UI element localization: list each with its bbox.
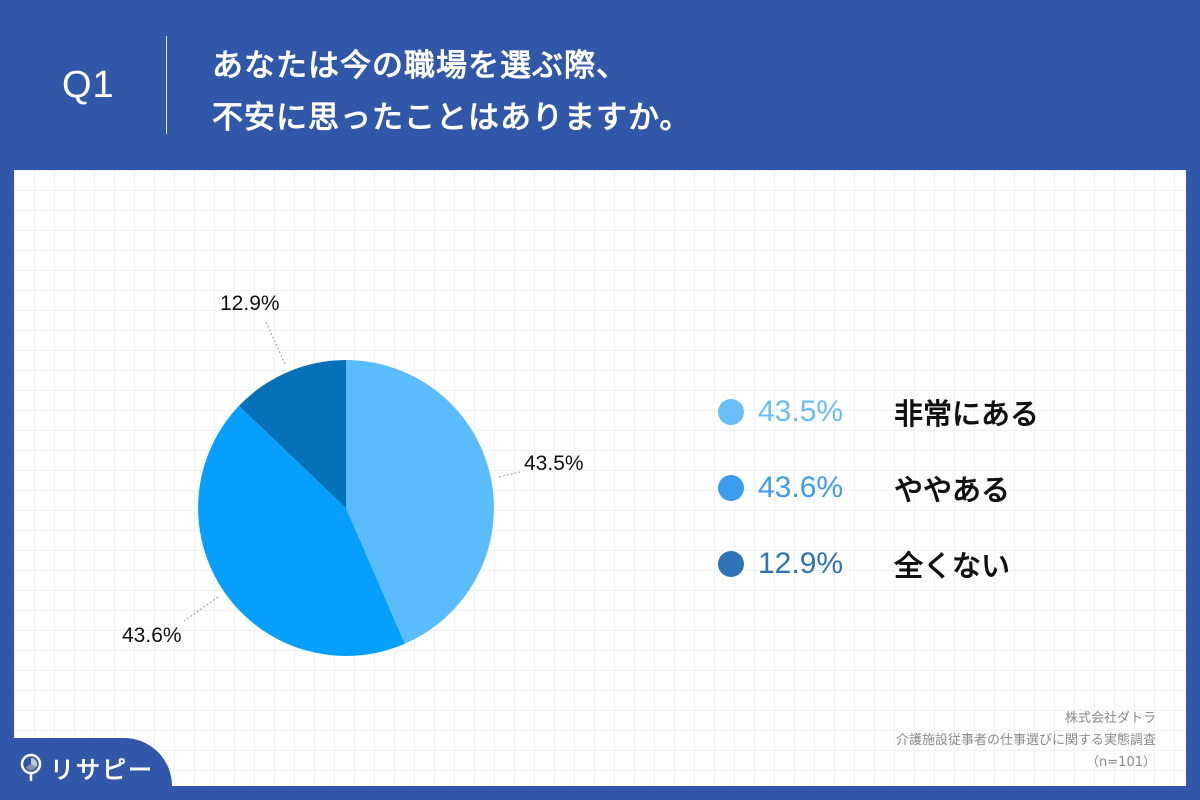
- legend-percent: 43.5%: [758, 395, 844, 428]
- legend-percent: 12.9%: [758, 547, 844, 580]
- source-survey: 介護施設従事者の仕事選びに関する実態調査: [895, 733, 1156, 748]
- legend-label: 非常にある: [894, 397, 1040, 431]
- brand-logo: リサピー: [20, 750, 154, 785]
- question-number: Q1: [62, 64, 115, 106]
- pie-label-somewhat: 43.6%: [122, 624, 182, 647]
- legend-item: 43.5% 非常にある: [718, 374, 1039, 450]
- source-note: 株式会社ダトラ 介護施設従事者の仕事選びに関する実態調査 （n=101）: [896, 708, 1156, 774]
- question-line-1: あなたは今の職場を選ぶ際、: [212, 48, 628, 84]
- legend-label: 全くない: [894, 549, 1011, 583]
- leader-line-3: [264, 319, 286, 365]
- legend-label: ややある: [894, 473, 1011, 507]
- legend: 43.5% 非常にある 43.6% ややある 12.9% 全くない: [718, 374, 1039, 602]
- source-sample: （n=101）: [1086, 755, 1156, 770]
- header-divider: [166, 36, 167, 134]
- pie-slice-not-at-all: [238, 360, 346, 508]
- brand-name: リサピー: [50, 756, 154, 784]
- question-title: あなたは今の職場を選ぶ際、 不安に思ったことはありますか。: [212, 40, 691, 144]
- legend-item: 43.6% ややある: [718, 450, 1039, 526]
- leader-line-2: [183, 596, 219, 622]
- pie-slice-very-much: [346, 360, 494, 644]
- question-line-2: 不安に思ったことはありますか。: [212, 100, 692, 136]
- header: Q1 あなたは今の職場を選ぶ際、 不安に思ったことはありますか。: [0, 0, 1200, 170]
- legend-dot-icon: [718, 475, 744, 501]
- pie-slice-somewhat: [198, 405, 405, 656]
- leader-line-1: [498, 471, 521, 478]
- legend-item: 12.9% 全くない: [718, 526, 1039, 602]
- pin-pie-icon: [20, 753, 42, 781]
- pie-label-not-at-all: 12.9%: [220, 292, 280, 315]
- legend-dot-icon: [718, 551, 744, 577]
- source-company: 株式会社ダトラ: [1064, 711, 1156, 726]
- legend-percent: 43.6%: [758, 471, 844, 504]
- legend-dot-icon: [718, 399, 744, 425]
- pie-label-very-much: 43.5%: [524, 452, 584, 475]
